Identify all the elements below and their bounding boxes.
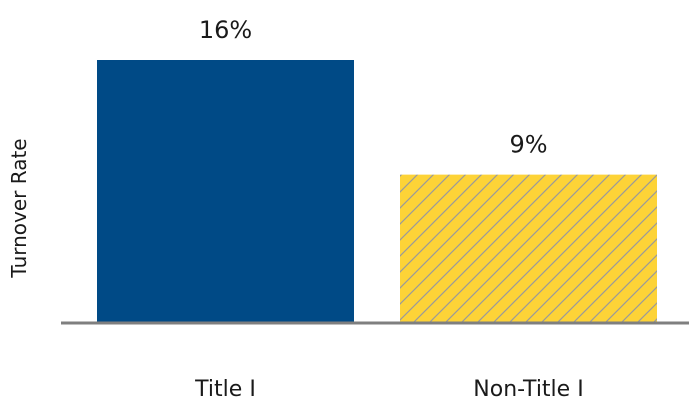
bar-non-title-i [400,174,657,322]
value-label: 16% [199,16,252,44]
category-labels: Title I Non-Title I [194,377,584,402]
bars [97,60,657,322]
value-label: 9% [509,131,547,159]
category-label: Title I [194,377,256,402]
y-axis-label: Turnover Rate [7,138,31,278]
bar-title-i [97,60,354,322]
category-label: Non-Title I [473,377,583,402]
value-labels: 16% 9% [199,16,548,159]
